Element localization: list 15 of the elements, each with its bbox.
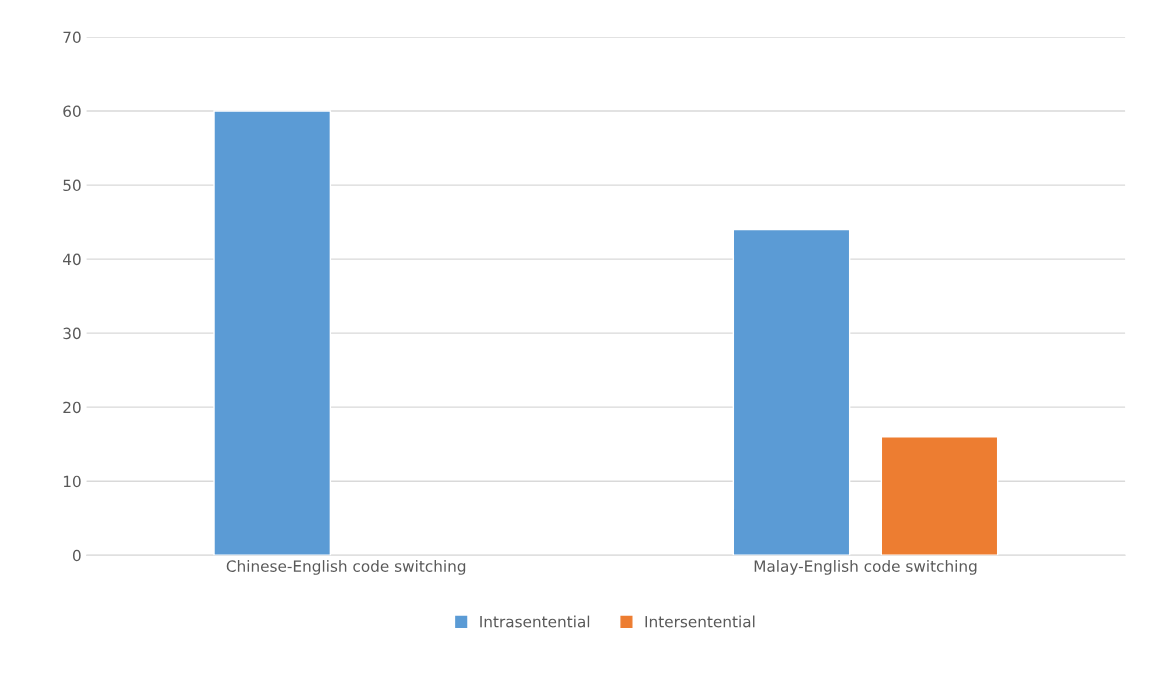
y-tick-label: 10 [63,475,81,488]
bar [213,110,332,556]
y-tick-label: 40 [63,253,81,266]
y-tick-label: 60 [63,105,81,118]
legend-label: Intersentential [645,615,755,628]
y-tick-label: 0 [72,549,81,562]
x-tick-label: Malay-English code switching [754,560,977,575]
y-tick-label: 70 [63,31,81,44]
y-tick-label: 30 [63,327,81,340]
x-tick-label: Chinese-English code switching [226,560,466,575]
legend-label: Intrasentential [480,615,590,628]
bar [732,228,851,556]
y-tick-label: 50 [63,179,81,192]
y-tick-label: 20 [63,401,81,414]
bar [880,436,999,556]
